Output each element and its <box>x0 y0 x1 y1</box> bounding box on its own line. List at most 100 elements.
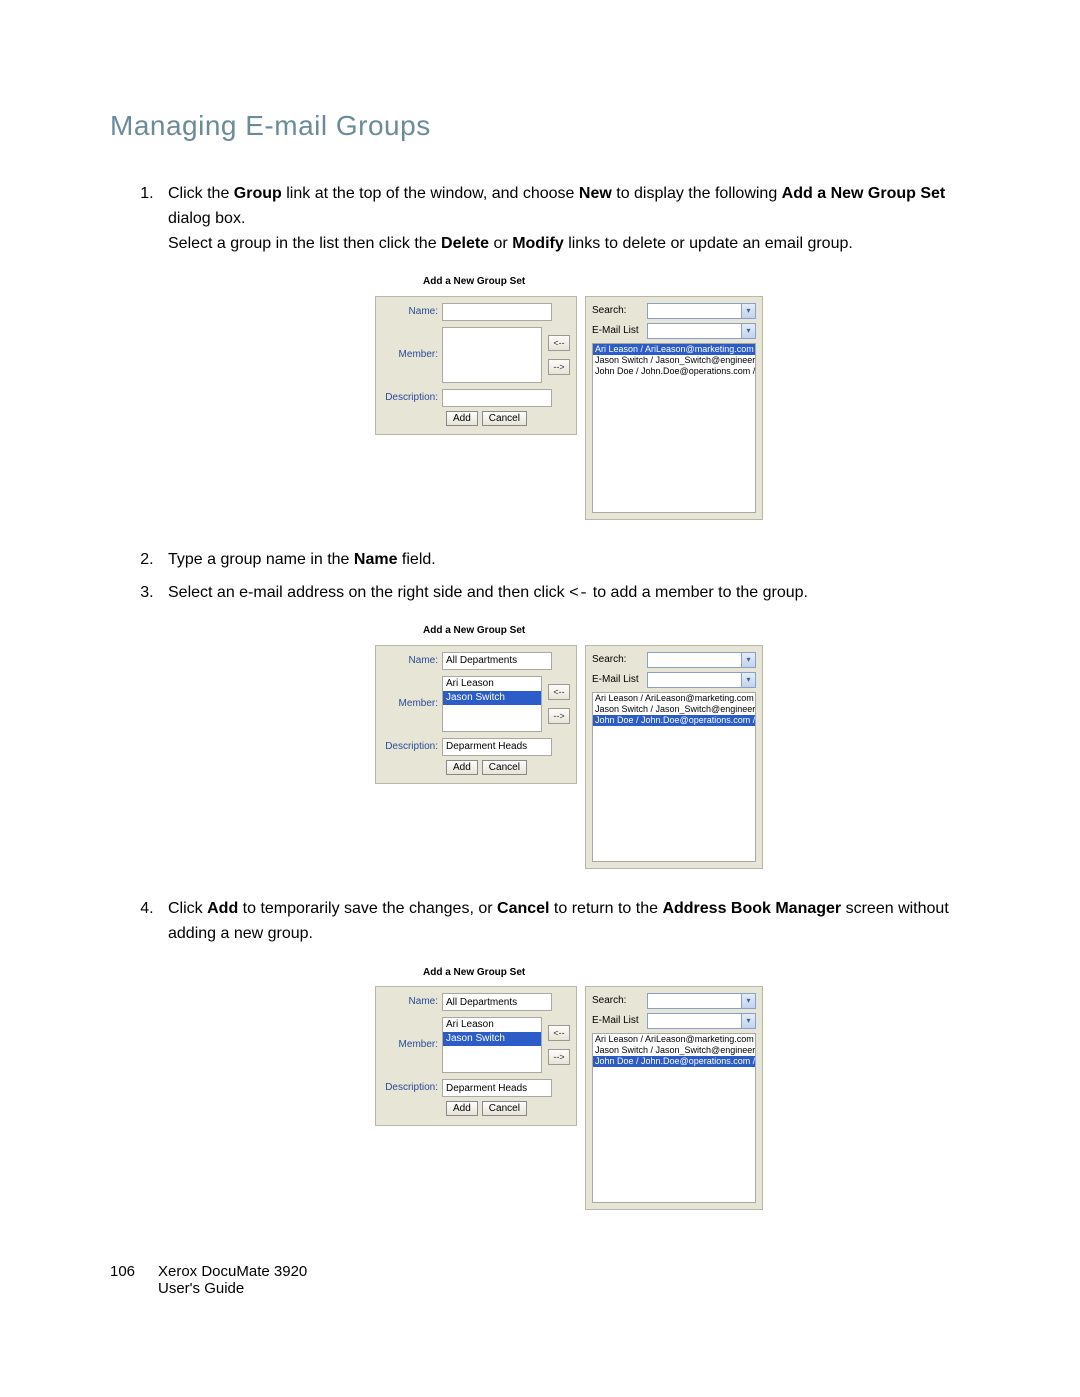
bold: Name <box>354 551 398 568</box>
member-list[interactable] <box>442 327 542 383</box>
cancel-button[interactable]: Cancel <box>482 760 527 775</box>
arrow-right-button[interactable]: --> <box>548 708 570 724</box>
email-item[interactable]: Jason Switch / Jason_Switch@engineering.… <box>593 704 755 715</box>
bold: Add a New Group Set <box>782 185 946 202</box>
right-panel: Search: ▾ E-Mail List ▾ Ari Leason / Ari… <box>585 645 763 869</box>
step-3: Select an e-mail address on the right si… <box>158 581 970 869</box>
page-footer: 106 Xerox DocuMate 3920 User's Guide <box>110 1263 307 1297</box>
arrow-code: <- <box>569 584 588 602</box>
bold: New <box>579 185 612 202</box>
name-input[interactable] <box>442 993 552 1011</box>
dialog-title: Add a New Group Set <box>423 274 763 290</box>
email-item[interactable]: Ari Leason / AriLeason@marketing.com / M… <box>593 693 755 704</box>
left-panel: Name: Member: Ari Leason Jason Switch <box>375 986 577 1126</box>
email-item[interactable]: Jason Switch / Jason_Switch@engineering.… <box>593 355 755 366</box>
search-label: Search: <box>592 303 647 319</box>
name-input[interactable] <box>442 303 552 321</box>
emaillist-select[interactable]: ▾ <box>647 1013 756 1029</box>
bold: Cancel <box>497 900 549 917</box>
dialog-title: Add a New Group Set <box>423 965 763 981</box>
bold: Delete <box>441 235 489 252</box>
name-label: Name: <box>382 303 442 321</box>
emaillist-label: E-Mail List <box>592 1013 647 1029</box>
step-4: Click Add to temporarily save the change… <box>158 897 970 1210</box>
footer-line1: Xerox DocuMate 3920 <box>158 1263 307 1280</box>
email-listbox[interactable]: Ari Leason / AriLeason@marketing.com / M… <box>592 1033 756 1203</box>
text: field. <box>397 551 435 568</box>
chevron-down-icon: ▾ <box>741 673 755 687</box>
email-item[interactable]: John Doe / John.Doe@operations.com / Ope… <box>593 366 755 377</box>
add-button[interactable]: Add <box>446 760 478 775</box>
member-item[interactable]: Jason Switch <box>443 691 541 705</box>
bold: Address Book Manager <box>662 900 841 917</box>
member-item[interactable]: Jason Switch <box>443 1032 541 1046</box>
bold: Add <box>207 900 238 917</box>
member-item[interactable]: Ari Leason <box>443 677 541 691</box>
member-label: Member: <box>382 676 442 732</box>
add-button[interactable]: Add <box>446 411 478 426</box>
dialog-title: Add a New Group Set <box>423 623 763 639</box>
steps-list: Click the Group link at the top of the w… <box>110 182 970 1210</box>
text: Click <box>168 900 207 917</box>
search-select[interactable]: ▾ <box>647 993 756 1009</box>
chevron-down-icon: ▾ <box>741 994 755 1008</box>
email-item[interactable]: John Doe / John.Doe@operations.com / Ope… <box>593 715 755 726</box>
step-2: Type a group name in the Name field. <box>158 548 970 573</box>
member-label: Member: <box>382 1017 442 1073</box>
chevron-down-icon: ▾ <box>741 653 755 667</box>
dialog-3: Add a New Group Set Name: Member: <box>168 965 970 1211</box>
text: Select an e-mail address on the right si… <box>168 584 569 601</box>
email-item[interactable]: Jason Switch / Jason_Switch@engineering.… <box>593 1045 755 1056</box>
cancel-button[interactable]: Cancel <box>482 411 527 426</box>
email-item[interactable]: John Doe / John.Doe@operations.com / Ope… <box>593 1056 755 1067</box>
member-item[interactable]: Ari Leason <box>443 1018 541 1032</box>
email-item[interactable]: Ari Leason / AriLeason@marketing.com / M… <box>593 344 755 355</box>
text: to temporarily save the changes, or <box>238 900 497 917</box>
search-label: Search: <box>592 652 647 668</box>
chevron-down-icon: ▾ <box>741 304 755 318</box>
email-listbox[interactable]: Ari Leason / AriLeason@marketing.com / M… <box>592 692 756 862</box>
arrow-left-button[interactable]: <-- <box>548 1025 570 1041</box>
text: links to delete or update an email group… <box>564 235 853 252</box>
chevron-down-icon: ▾ <box>741 324 755 338</box>
emaillist-select[interactable]: ▾ <box>647 672 756 688</box>
emaillist-label: E-Mail List <box>592 323 647 339</box>
email-listbox[interactable]: Ari Leason / AriLeason@marketing.com / M… <box>592 343 756 513</box>
member-list[interactable]: Ari Leason Jason Switch <box>442 1017 542 1073</box>
description-label: Description: <box>382 738 442 756</box>
name-input[interactable] <box>442 652 552 670</box>
description-input[interactable] <box>442 389 552 407</box>
description-label: Description: <box>382 389 442 407</box>
search-select[interactable]: ▾ <box>647 652 756 668</box>
cancel-button[interactable]: Cancel <box>482 1101 527 1116</box>
footer-line2: User's Guide <box>158 1280 307 1297</box>
emaillist-label: E-Mail List <box>592 672 647 688</box>
emaillist-select[interactable]: ▾ <box>647 323 756 339</box>
dialog-2: Add a New Group Set Name: Member: <box>168 623 970 869</box>
member-label: Member: <box>382 327 442 383</box>
page-body: Managing E-mail Groups Click the Group l… <box>0 0 1080 1210</box>
email-item[interactable]: Ari Leason / AriLeason@marketing.com / M… <box>593 1034 755 1045</box>
add-button[interactable]: Add <box>446 1101 478 1116</box>
right-panel: Search: ▾ E-Mail List ▾ Ari Leason / Ari… <box>585 986 763 1210</box>
page-number: 106 <box>110 1263 158 1297</box>
dialog-1: Add a New Group Set Name: Member: <box>168 274 970 520</box>
bold: Modify <box>512 235 564 252</box>
left-panel: Name: Member: Ari Leason Jason Switch <box>375 645 577 785</box>
search-select[interactable]: ▾ <box>647 303 756 319</box>
arrow-right-button[interactable]: --> <box>548 1049 570 1065</box>
name-label: Name: <box>382 652 442 670</box>
description-label: Description: <box>382 1079 442 1097</box>
right-panel: Search: ▾ E-Mail List ▾ Ari Leason / Ari… <box>585 296 763 520</box>
arrow-right-button[interactable]: --> <box>548 359 570 375</box>
text: Type a group name in the <box>168 551 354 568</box>
text: to display the following <box>612 185 782 202</box>
member-list[interactable]: Ari Leason Jason Switch <box>442 676 542 732</box>
arrow-left-button[interactable]: <-- <box>548 684 570 700</box>
description-input[interactable] <box>442 1079 552 1097</box>
description-input[interactable] <box>442 738 552 756</box>
text: Click the <box>168 185 234 202</box>
text: Select a group in the list then click th… <box>168 235 441 252</box>
arrow-left-button[interactable]: <-- <box>548 335 570 351</box>
step-1: Click the Group link at the top of the w… <box>158 182 970 520</box>
